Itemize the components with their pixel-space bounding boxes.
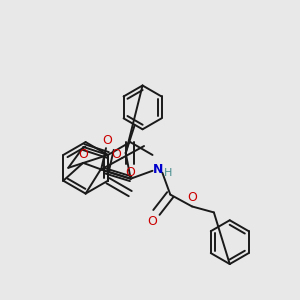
Text: O: O	[111, 148, 121, 161]
Text: O: O	[78, 148, 88, 161]
Text: O: O	[125, 166, 135, 179]
Text: O: O	[187, 191, 197, 204]
Text: O: O	[102, 134, 112, 147]
Text: O: O	[148, 215, 158, 228]
Text: N: N	[153, 163, 164, 176]
Text: H: H	[164, 168, 172, 178]
